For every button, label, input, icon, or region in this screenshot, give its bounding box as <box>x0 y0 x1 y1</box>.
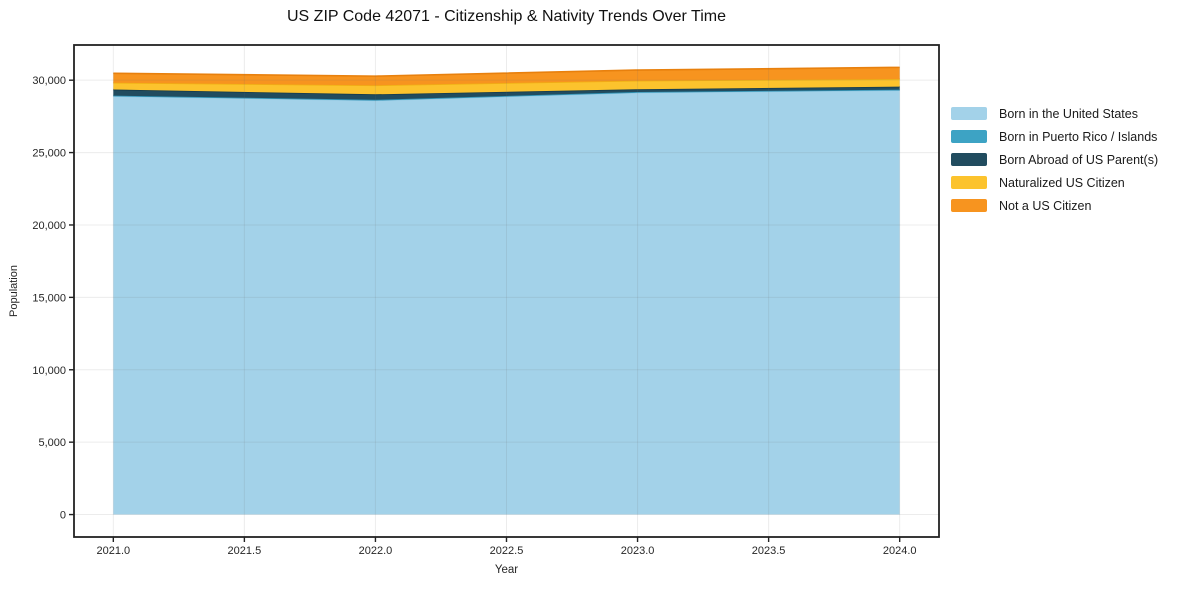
legend-label: Naturalized US Citizen <box>999 175 1125 190</box>
area-band-2 <box>113 86 900 100</box>
y-tick-label: 30,000 <box>32 75 66 87</box>
legend-item-0: Born in the United States <box>951 102 1158 125</box>
legend-label: Not a US Citizen <box>999 198 1092 213</box>
x-tick-label: 2024.0 <box>883 545 917 557</box>
legend-item-1: Born in Puerto Rico / Islands <box>951 125 1158 148</box>
x-tick-label: 2022.5 <box>490 545 524 557</box>
area-band-3 <box>113 78 900 95</box>
x-tick-label: 2023.0 <box>621 545 655 557</box>
legend-item-4: Not a US Citizen <box>951 194 1158 217</box>
x-tick-label: 2021.0 <box>96 545 130 557</box>
legend-label: Born in the United States <box>999 106 1138 121</box>
legend-swatch-icon <box>951 199 987 212</box>
x-tick-label: 2022.0 <box>359 545 393 557</box>
legend-item-3: Naturalized US Citizen <box>951 171 1158 194</box>
legend-item-2: Born Abroad of US Parent(s) <box>951 148 1158 171</box>
area-band-0 <box>113 90 900 515</box>
area-band-4 <box>113 67 900 86</box>
legend-label: Born Abroad of US Parent(s) <box>999 152 1159 167</box>
legend-swatch-icon <box>951 107 987 120</box>
chart-legend: Born in the United States Born in Puerto … <box>951 102 1158 217</box>
y-tick-label: 15,000 <box>32 292 66 304</box>
x-tick-label: 2023.5 <box>752 545 786 557</box>
area-band-edge-4 <box>113 66 900 77</box>
chart-title: US ZIP Code 42071 - Citizenship & Nativi… <box>287 8 726 25</box>
x-tick-label: 2021.5 <box>228 545 262 557</box>
y-tick-label: 20,000 <box>32 220 66 232</box>
y-tick-label: 10,000 <box>32 365 66 377</box>
y-tick-label: 25,000 <box>32 148 66 160</box>
y-tick-label: 0 <box>60 510 66 522</box>
legend-swatch-icon <box>951 176 987 189</box>
x-axis-label: Year <box>494 564 519 576</box>
legend-swatch-icon <box>951 130 987 143</box>
legend-label: Born in Puerto Rico / Islands <box>999 129 1158 144</box>
y-tick-label: 5,000 <box>38 437 66 449</box>
legend-swatch-icon <box>951 153 987 166</box>
area-band-edge-1 <box>113 88 900 101</box>
